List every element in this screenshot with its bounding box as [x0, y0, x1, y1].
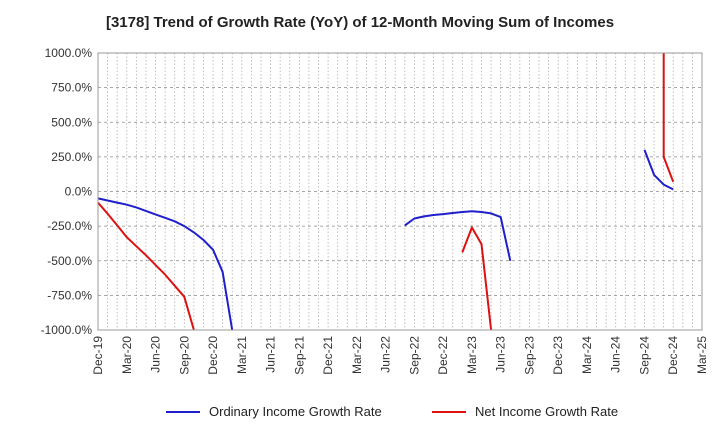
x-tick-label: Dec-22 — [436, 336, 450, 375]
series-1-line-segment-1 — [461, 226, 493, 331]
x-tick-label: Sep-22 — [407, 336, 421, 375]
y-tick-label: 500.0% — [51, 115, 92, 129]
y-tick-label: -500.0% — [47, 254, 92, 268]
x-tick-label: Jun-20 — [149, 336, 163, 373]
y-axis-ticks: 1000.0% 750.0% 500.0% 250.0% 0.0% -250.0% -500… — [41, 46, 93, 337]
legend-swatch-ordinary-income — [166, 410, 200, 413]
x-tick-label: Sep-20 — [177, 336, 191, 375]
series-1-line-segment-2 — [662, 53, 675, 183]
series-1-line-segment-0 — [97, 201, 195, 331]
y-tick-label: -250.0% — [47, 219, 92, 233]
y-tick-label: 750.0% — [51, 81, 92, 95]
legend-swatch-net-income — [432, 410, 466, 413]
gridlines — [98, 52, 702, 331]
x-tick-label: Mar-24 — [580, 336, 594, 374]
y-tick-label: 1000.0% — [45, 46, 93, 60]
x-tick-label: Jun-22 — [379, 336, 393, 373]
x-tick-label: Jun-21 — [264, 336, 278, 373]
legend-label-ordinary-income: Ordinary Income Growth Rate — [209, 404, 382, 419]
x-tick-label: Dec-21 — [321, 336, 335, 375]
chart-title: [3178] Trend of Growth Rate (YoY) of 12-… — [105, 14, 615, 31]
x-tick-label: Mar-25 — [695, 336, 709, 374]
x-tick-label: Mar-20 — [120, 336, 134, 374]
x-tick-label: Dec-23 — [551, 336, 565, 375]
y-tick-label: -1000.0% — [41, 323, 93, 337]
series-0-line-segment-0 — [97, 197, 234, 331]
series-lines — [97, 53, 675, 331]
x-tick-label: Sep-21 — [292, 336, 306, 375]
series-0-line-segment-1 — [404, 210, 512, 262]
x-tick-label: Jun-23 — [494, 336, 508, 373]
x-tick-label: Mar-22 — [350, 336, 364, 374]
x-axis-ticks: Dec-19 Mar-20 Jun-20 Sep-20 Dec-20 Mar-21 Jun-… — [91, 336, 709, 375]
x-tick-label: Dec-19 — [91, 336, 105, 375]
legend: Ordinary Income Growth Rate Net Income G… — [0, 404, 720, 426]
plot-frame — [97, 52, 703, 331]
y-tick-label: 0.0% — [65, 185, 93, 199]
legend-label-net-income: Net Income Growth Rate — [475, 404, 619, 419]
y-tick-label: 250.0% — [51, 150, 92, 164]
x-tick-label: Dec-24 — [666, 336, 680, 375]
x-tick-label: Sep-23 — [522, 336, 536, 375]
series-0-line-segment-2 — [643, 149, 674, 191]
x-tick-label: Dec-20 — [206, 336, 220, 375]
x-tick-label: Jun-24 — [609, 336, 623, 373]
y-tick-label: -750.0% — [47, 288, 92, 302]
x-tick-label: Mar-21 — [235, 336, 249, 374]
legend-item-ordinary-income: Ordinary Income Growth Rate — [166, 404, 382, 419]
x-tick-label: Sep-24 — [637, 336, 651, 375]
legend-item-net-income: Net Income Growth Rate — [432, 404, 618, 419]
x-tick-label: Mar-23 — [465, 336, 479, 374]
